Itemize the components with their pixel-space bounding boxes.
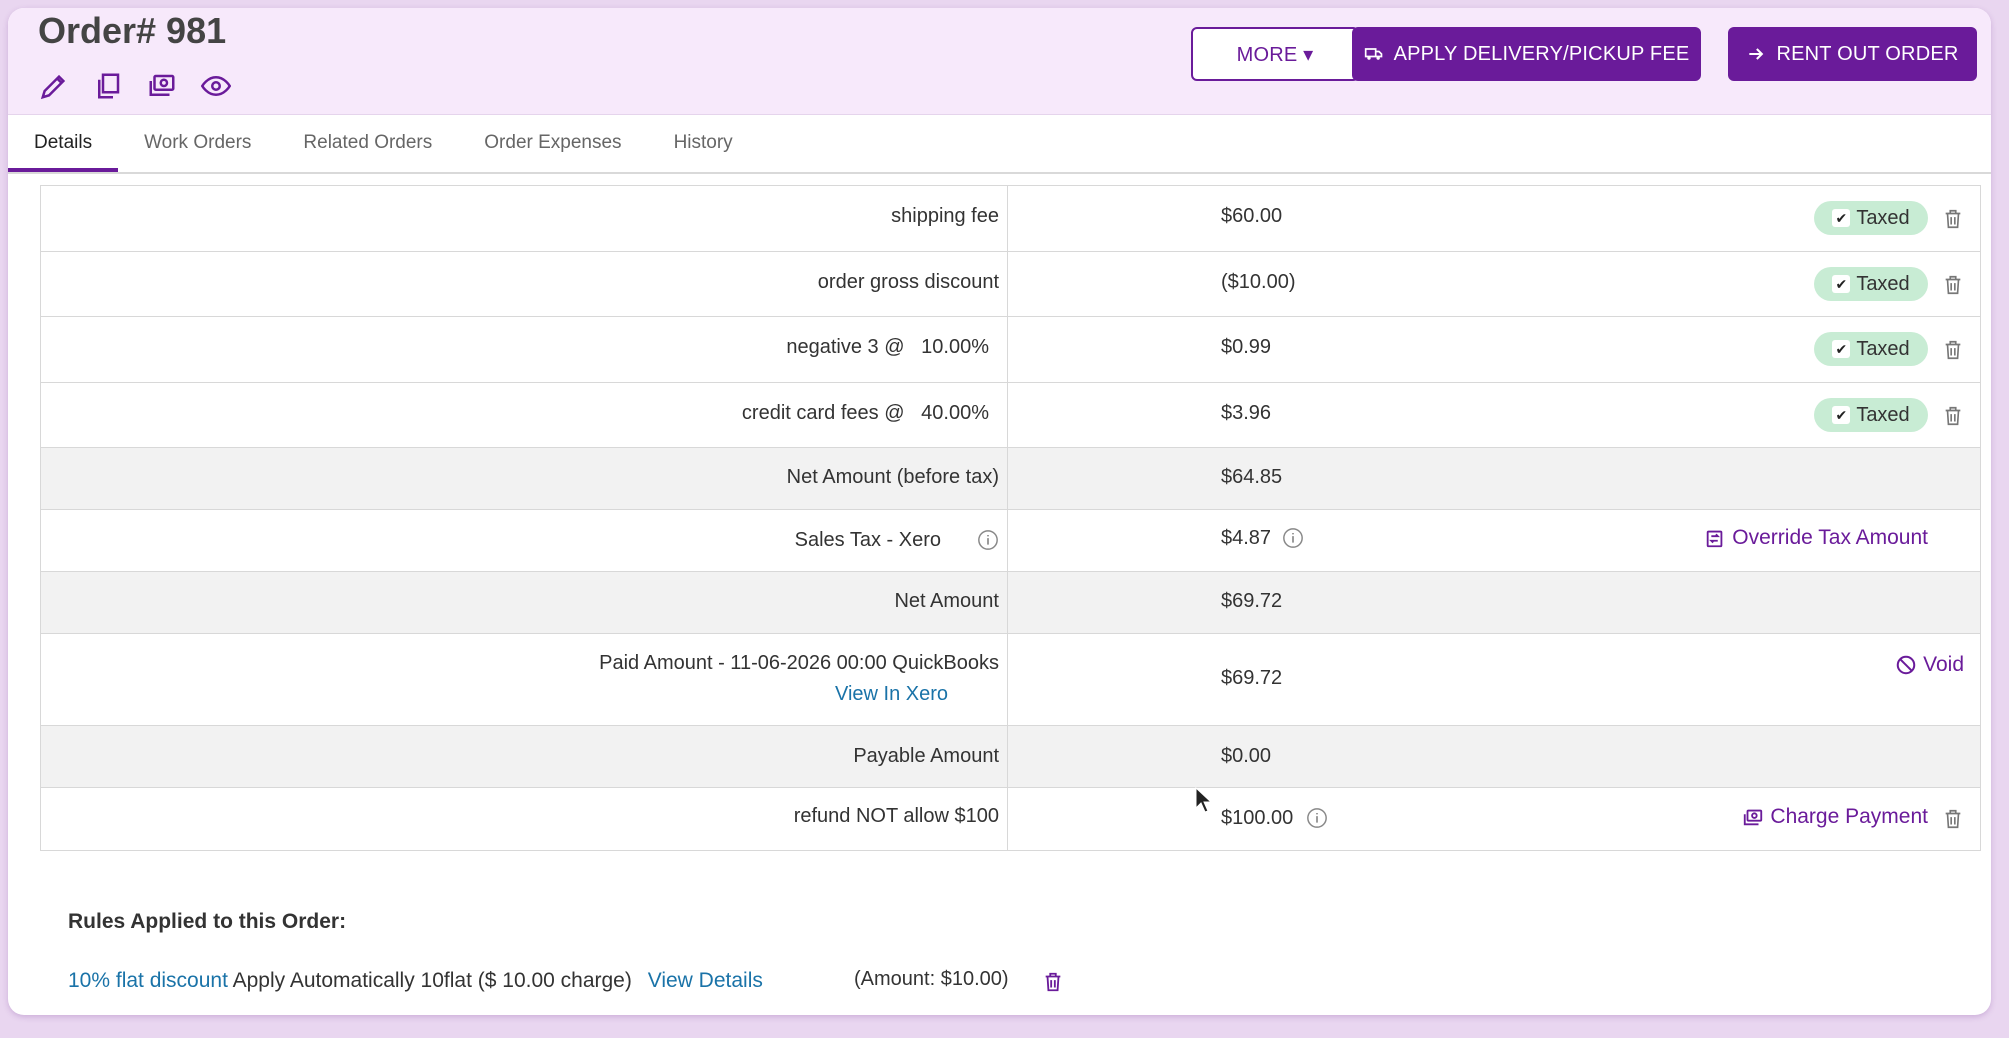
- pencil-icon[interactable]: [38, 70, 70, 102]
- net-before-tax-label: Net Amount (before tax): [786, 466, 999, 488]
- void-label: Void: [1923, 653, 1964, 676]
- table-row: negative 3 @ 10.00% $0.99 ✔ Taxed: [41, 316, 1980, 382]
- trash-icon[interactable]: [1942, 807, 1964, 831]
- charge-payment-label: Charge Payment: [1770, 805, 1928, 828]
- line-item-amount: $60.00: [1221, 205, 1283, 227]
- info-icon[interactable]: [977, 529, 999, 551]
- sales-tax-amount: $4.87: [1221, 527, 1272, 549]
- taxed-badge[interactable]: ✔ Taxed: [1814, 398, 1928, 432]
- money-icon: [1744, 809, 1763, 826]
- taxed-label: Taxed: [1856, 206, 1910, 229]
- view-details-link[interactable]: View Details: [647, 969, 763, 992]
- void-button[interactable]: Void: [1895, 653, 1964, 677]
- rule-item: 10% flat discount Apply Automatically 10…: [68, 969, 763, 993]
- money-icon[interactable]: [146, 70, 178, 102]
- line-item-label: order gross discount: [817, 271, 999, 293]
- eye-icon[interactable]: [200, 70, 232, 102]
- refund-label: refund NOT allow $100: [793, 805, 999, 827]
- check-icon: ✔: [1832, 209, 1851, 227]
- sales-tax-label: Sales Tax - Xero: [794, 529, 941, 551]
- apply-delivery-fee-button[interactable]: APPLY DELIVERY/PICKUP FEE: [1352, 27, 1701, 81]
- paid-amount-label: Paid Amount - 11-06-2026 00:00 QuickBook…: [599, 652, 999, 674]
- net-before-tax-row: Net Amount (before tax) $64.85: [41, 447, 1980, 509]
- order-header: Order# 981 MORE ▾ APPLY DELIVERY/PICKUP …: [8, 8, 1991, 115]
- paid-amount-value: $69.72: [1221, 667, 1283, 689]
- order-totals-table: shipping fee $60.00 ✔ Taxed order gross d…: [40, 185, 1981, 851]
- override-tax-amount-label: Override Tax Amount: [1732, 526, 1928, 549]
- trash-icon[interactable]: [1942, 207, 1964, 231]
- line-item-amount: $3.96: [1221, 402, 1272, 424]
- ban-icon: [1896, 655, 1916, 675]
- order-card: Order# 981 MORE ▾ APPLY DELIVERY/PICKUP …: [8, 8, 1991, 1015]
- more-button[interactable]: MORE ▾: [1191, 27, 1359, 81]
- line-item-label: negative 3 @ 10.00%: [786, 336, 989, 358]
- charge-payment-link[interactable]: Charge Payment: [1742, 805, 1928, 829]
- taxed-label: Taxed: [1856, 403, 1910, 426]
- taxed-label: Taxed: [1856, 337, 1910, 360]
- taxed-badge[interactable]: ✔ Taxed: [1814, 332, 1928, 366]
- net-amount-row: Net Amount $69.72: [41, 571, 1980, 633]
- info-icon[interactable]: [1282, 527, 1304, 549]
- copy-icon[interactable]: [92, 70, 124, 102]
- override-tax-amount-link[interactable]: Override Tax Amount: [1704, 526, 1928, 550]
- tab-history[interactable]: History: [673, 132, 733, 153]
- line-item-label: shipping fee: [891, 205, 999, 227]
- taxed-label: Taxed: [1856, 272, 1910, 295]
- mouse-cursor-icon: [1195, 786, 1213, 813]
- rent-out-order-button[interactable]: RENT OUT ORDER: [1728, 27, 1977, 81]
- table-row: shipping fee $60.00 ✔ Taxed: [41, 185, 1980, 251]
- apply-delivery-fee-label: APPLY DELIVERY/PICKUP FEE: [1393, 42, 1690, 65]
- payable-amount-value: $0.00: [1221, 745, 1272, 767]
- taxed-badge[interactable]: ✔ Taxed: [1814, 267, 1928, 301]
- trash-icon[interactable]: [1042, 970, 1064, 994]
- net-amount-label: Net Amount: [894, 590, 999, 612]
- refund-amount: $100.00: [1221, 807, 1294, 829]
- net-amount-value: $69.72: [1221, 590, 1283, 612]
- rule-amount: (Amount: $10.00): [854, 968, 1009, 990]
- rule-name-link[interactable]: 10% flat discount: [68, 969, 228, 992]
- refund-row: refund NOT allow $100 $100.00 Charge Pay…: [41, 787, 1980, 850]
- tab-related-orders[interactable]: Related Orders: [303, 132, 433, 153]
- table-row: order gross discount ($10.00) ✔ Taxed: [41, 251, 1980, 316]
- check-icon: ✔: [1832, 275, 1851, 293]
- line-item-amount: $0.99: [1221, 336, 1272, 358]
- table-row: credit card fees @ 40.00% $3.96 ✔ Taxed: [41, 382, 1980, 447]
- tab-work-orders[interactable]: Work Orders: [144, 132, 252, 153]
- tab-details[interactable]: Details: [8, 114, 119, 172]
- tab-order-expenses[interactable]: Order Expenses: [484, 132, 622, 153]
- arrow-right-icon: [1749, 48, 1764, 60]
- trash-icon[interactable]: [1942, 404, 1964, 428]
- taxed-badge[interactable]: ✔ Taxed: [1814, 201, 1928, 235]
- sales-tax-row: Sales Tax - Xero $4.87 Override Tax Amou…: [41, 509, 1980, 571]
- view-in-xero-link[interactable]: View In Xero: [834, 683, 948, 705]
- paid-amount-row: Paid Amount - 11-06-2026 00:00 QuickBook…: [41, 633, 1980, 725]
- page-title: Order# 981: [38, 10, 227, 51]
- check-icon: ✔: [1832, 406, 1851, 424]
- header-icon-bar: [38, 70, 232, 102]
- trash-icon[interactable]: [1942, 338, 1964, 362]
- rule-description: Apply Automatically 10flat ($ 10.00 char…: [232, 969, 632, 992]
- override-icon: [1707, 530, 1723, 548]
- check-icon: ✔: [1832, 340, 1851, 358]
- line-item-amount: ($10.00): [1221, 271, 1296, 293]
- payable-amount-label: Payable Amount: [853, 745, 999, 767]
- line-item-label: credit card fees @ 40.00%: [741, 402, 989, 424]
- truck-icon: [1364, 48, 1382, 60]
- info-icon[interactable]: [1306, 807, 1328, 829]
- payable-amount-row: Payable Amount $0.00: [41, 725, 1980, 787]
- rules-heading: Rules Applied to this Order:: [68, 910, 347, 933]
- rent-out-order-label: RENT OUT ORDER: [1776, 42, 1959, 65]
- net-before-tax-amount: $64.85: [1221, 466, 1283, 488]
- trash-icon[interactable]: [1942, 273, 1964, 297]
- order-tabs: Details Work Orders Related Orders Order…: [8, 114, 1991, 174]
